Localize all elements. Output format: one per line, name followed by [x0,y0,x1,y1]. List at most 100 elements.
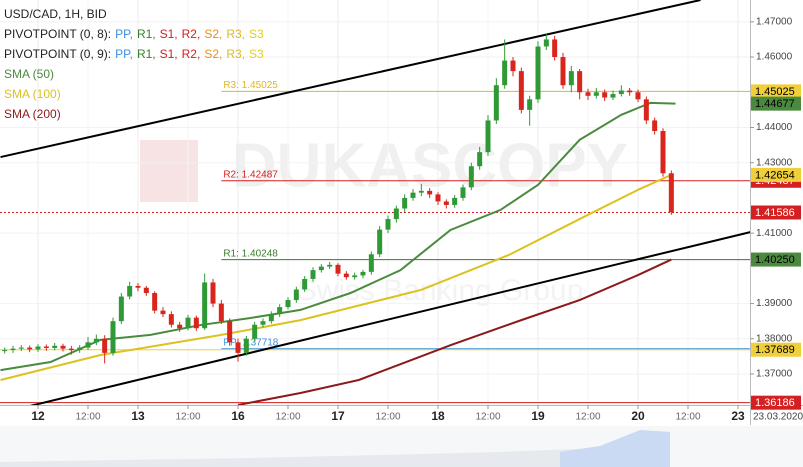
candle-body [143,287,149,294]
candle-body [377,229,383,255]
candle-body [485,120,491,153]
candle-body [310,270,316,279]
price-box [751,252,801,267]
candle-body [368,254,374,272]
watermark-logo [140,140,198,202]
candle-body [43,346,49,348]
candle-body [35,346,41,350]
x-tick-label: 20 [631,409,645,423]
candle-body [118,296,124,322]
price-box-label: 1.41586 [755,207,795,219]
candle-body [127,285,133,297]
candle-body [627,90,633,93]
candle-body [660,131,666,174]
candle-body [27,347,33,350]
candle-body [85,342,91,348]
pivot-label: R2: 1.42487 [223,169,278,180]
candle-body [235,342,241,353]
candle-body [652,120,658,132]
candle-body [260,321,266,325]
pivot-legend-item: S1, [160,27,178,41]
x-tick-label: 12:00 [575,412,600,423]
candle-body [585,92,591,96]
candle-body [18,347,24,349]
candle-body [227,321,233,343]
navigator-area [0,430,670,467]
price-box-label: 1.44677 [755,98,795,110]
price-box-label: 1.42654 [755,169,795,181]
pivot-label: PP: 1.37718 [223,337,278,348]
candle-body [427,190,433,195]
candle-body [102,338,108,353]
candle-body [160,310,166,315]
candle-body [535,46,541,100]
pivot-legend-item: R1, [137,27,156,41]
candle-body [527,99,533,110]
pivot-legend-item: S3 [249,47,264,61]
candle-body [418,190,424,193]
price-box [751,395,801,410]
pivot-legend-label: PIVOTPOINT (0, 9): [4,47,111,61]
price-markers: 1.450251.446771.424871.426541.415861.402… [751,84,801,410]
y-tick-label: 1.43000 [756,157,793,168]
candle-body [335,264,341,274]
candle-body [318,266,324,271]
candle-body [552,39,558,58]
candle-body [68,348,74,351]
trendline [0,0,701,159]
x-tick-label: 18 [431,409,445,423]
candle-body [210,282,216,304]
candle-body [410,192,416,198]
candle-body [443,201,449,205]
pivot-legend-item: S1, [160,47,178,61]
price-box-label: 1.37689 [755,344,795,356]
candle-body [152,293,158,311]
candle-body [385,219,391,230]
pivot-legend-item: R1, [137,47,156,61]
pivot-legend: PIVOTPOINT (0, 8): PP, R1, S1, R2, S2, R3, S3 [4,27,264,41]
candle-body [610,94,616,98]
price-box [751,84,801,99]
pivot-legend-label: PIVOTPOINT (0, 8): [4,27,111,41]
legend-entry: SMA (200) [4,107,61,121]
navigator [0,426,803,467]
trendline [29,231,750,405]
price-box-label: 1.36186 [755,397,795,409]
candle-body [252,324,258,339]
watermark-subtitle: Swiss Banking Group [297,274,584,307]
candle-body [277,307,283,315]
candle-body [477,152,483,167]
candle-body [135,285,141,288]
pivot-label: R3: 1.45025 [223,80,278,91]
candle-body [60,345,66,349]
y-tick-label: 1.39000 [756,298,793,309]
candle-body [602,92,608,98]
x-tick-label: 12:00 [375,412,400,423]
x-tick-label: 13 [131,409,145,423]
candle-body [577,71,583,93]
x-tick-label: 17 [331,409,345,423]
pivot-label: R1: 1.40248 [223,248,278,259]
x-tick-label: 12:00 [75,412,100,423]
x-tick-label: 12:00 [275,412,300,423]
candle-body [77,347,83,351]
candle-body [435,194,441,202]
candle-body [510,60,516,72]
candle-body [352,275,358,278]
sma-line [0,101,676,372]
candle-body [285,300,291,308]
candle-body [168,314,174,325]
pivot-legend-item: S2, [204,47,222,61]
legend-entry: SMA (50) [4,67,54,81]
candle-body [635,92,641,100]
candle-body [393,208,399,220]
y-tick-label: 1.47000 [756,16,793,27]
candle-body [668,173,674,213]
pivot-legend: PIVOTPOINT (0, 9): PP, R1, S1, R2, S2, R3, S3 [4,47,264,61]
pivot-legend-item: R2, [182,27,201,41]
pivot-legend-item: S3 [249,27,264,41]
y-tick-label: 1.41000 [756,228,793,239]
candle-body [52,345,58,348]
x-tick-label: 19 [531,409,545,423]
